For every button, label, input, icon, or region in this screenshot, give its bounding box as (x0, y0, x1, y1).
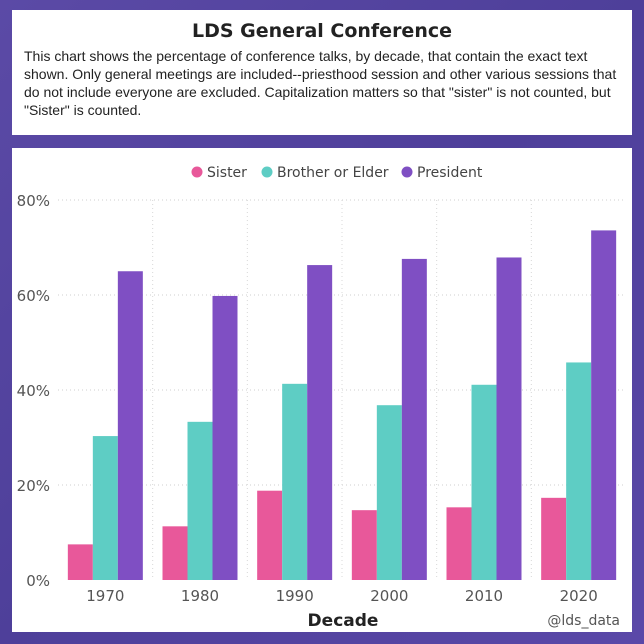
y-axis: 0% 20% 40% 60% 80% (17, 192, 50, 590)
x-axis: 1970 1980 1990 2000 2010 2020 (86, 587, 598, 605)
legend-marker-1 (261, 166, 273, 178)
y-tick-label: 80% (17, 192, 50, 210)
chart-grid (58, 199, 626, 580)
chart-card: Sister Brother or Elder President 0% 20% 40%… (12, 148, 632, 632)
x-tick-label: 1980 (181, 587, 219, 605)
bar-sister-2020 (541, 497, 567, 580)
x-tick-label: 2000 (370, 587, 408, 605)
y-tick-label: 0% (26, 572, 50, 590)
bar-sister-1980 (162, 526, 188, 580)
bar-sister-2010 (446, 507, 472, 580)
header-card: LDS General Conference This chart shows … (12, 10, 632, 135)
x-tick-label: 1970 (86, 587, 124, 605)
bar-brother-or-elder-1990 (282, 383, 308, 580)
bar-president-2000 (401, 258, 427, 580)
legend-label-0: Sister (207, 165, 247, 181)
bar-president-1970 (117, 271, 143, 580)
x-tick-label: 2020 (560, 587, 598, 605)
bar-chart: Sister Brother or Elder President 0% 20% 40%… (17, 165, 626, 631)
y-tick-label: 60% (17, 287, 50, 305)
bar-brother-or-elder-1980 (187, 421, 213, 580)
bar-sister-1990 (257, 490, 283, 580)
x-tick-label: 1990 (276, 587, 314, 605)
legend-marker-0 (191, 166, 203, 178)
bar-brother-or-elder-2020 (566, 362, 592, 580)
bar-president-1990 (307, 265, 333, 580)
x-tick-label: 2010 (465, 587, 503, 605)
chart-description: This chart shows the percentage of confe… (24, 48, 617, 118)
chart-bars (67, 230, 617, 580)
page-title: LDS General Conference (192, 20, 452, 42)
bar-president-1980 (212, 295, 238, 580)
legend-marker-2 (401, 166, 413, 178)
bar-president-2010 (496, 257, 522, 580)
y-tick-label: 20% (17, 477, 50, 495)
bar-sister-2000 (351, 510, 377, 580)
watermark-text: @lds_data (547, 613, 620, 629)
legend-label-2: President (417, 165, 483, 181)
bar-brother-or-elder-2010 (471, 384, 497, 580)
legend-label-1: Brother or Elder (277, 165, 389, 181)
bar-sister-1970 (67, 544, 93, 580)
bar-brother-or-elder-2000 (376, 405, 402, 580)
x-axis-label: Decade (308, 611, 379, 631)
chart-legend: Sister Brother or Elder President (191, 165, 483, 181)
bar-brother-or-elder-1970 (92, 436, 118, 580)
y-tick-label: 40% (17, 382, 50, 400)
bar-president-2020 (591, 230, 617, 580)
